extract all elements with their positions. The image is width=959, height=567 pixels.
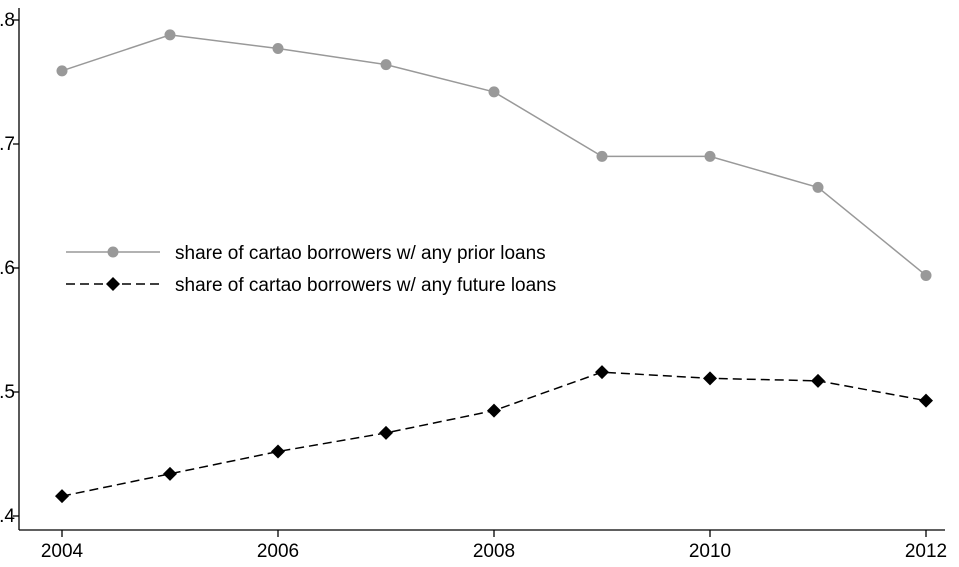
- x-tick-label: 2010: [689, 541, 731, 562]
- data-point: [272, 43, 284, 55]
- series-line: [61, 371, 927, 497]
- legend-label: share of cartao borrowers w/ any prior l…: [175, 243, 546, 264]
- legend-entry: share of cartao borrowers w/ any future …: [66, 275, 556, 296]
- legend-marker: [106, 277, 120, 291]
- data-point: [56, 65, 68, 77]
- series-layer: [55, 29, 933, 504]
- x-tick-label: 2008: [473, 541, 515, 562]
- x-tick-label: 2006: [257, 541, 299, 562]
- y-tick-label: .8: [0, 10, 15, 31]
- x-tick-label: 2012: [905, 541, 947, 562]
- data-point: [595, 365, 609, 380]
- y-axis-ticks: .4 .5 .6 .7 .8: [0, 10, 19, 527]
- data-point: [596, 150, 608, 162]
- series-line: [61, 34, 927, 277]
- data-point: [919, 393, 933, 408]
- data-point: [703, 371, 717, 386]
- axes: [18, 8, 945, 531]
- legend-entry: share of cartao borrowers w/ any prior l…: [66, 243, 546, 264]
- y-tick-label: .5: [0, 382, 15, 403]
- legend-marker: [107, 246, 119, 258]
- series-1: [56, 29, 932, 281]
- data-point: [271, 444, 285, 459]
- legend-label: share of cartao borrowers w/ any future …: [175, 275, 556, 296]
- legend: share of cartao borrowers w/ any prior l…: [66, 243, 556, 296]
- data-point: [488, 86, 500, 98]
- data-point: [704, 150, 716, 162]
- data-point: [164, 29, 176, 41]
- data-point: [380, 59, 392, 71]
- data-point: [163, 466, 177, 481]
- y-tick-label: .4: [0, 506, 15, 527]
- data-point: [487, 403, 501, 418]
- y-tick-label: .7: [0, 134, 15, 155]
- x-tick-label: 2004: [41, 541, 84, 562]
- series-2: [55, 365, 933, 504]
- data-point: [920, 269, 932, 281]
- data-point: [812, 181, 824, 193]
- y-tick-label: .6: [0, 258, 15, 279]
- data-point: [55, 489, 69, 504]
- data-point: [379, 425, 393, 440]
- x-axis-ticks: 2004 2006 2008 2010 2012: [41, 530, 947, 562]
- data-point: [811, 373, 825, 388]
